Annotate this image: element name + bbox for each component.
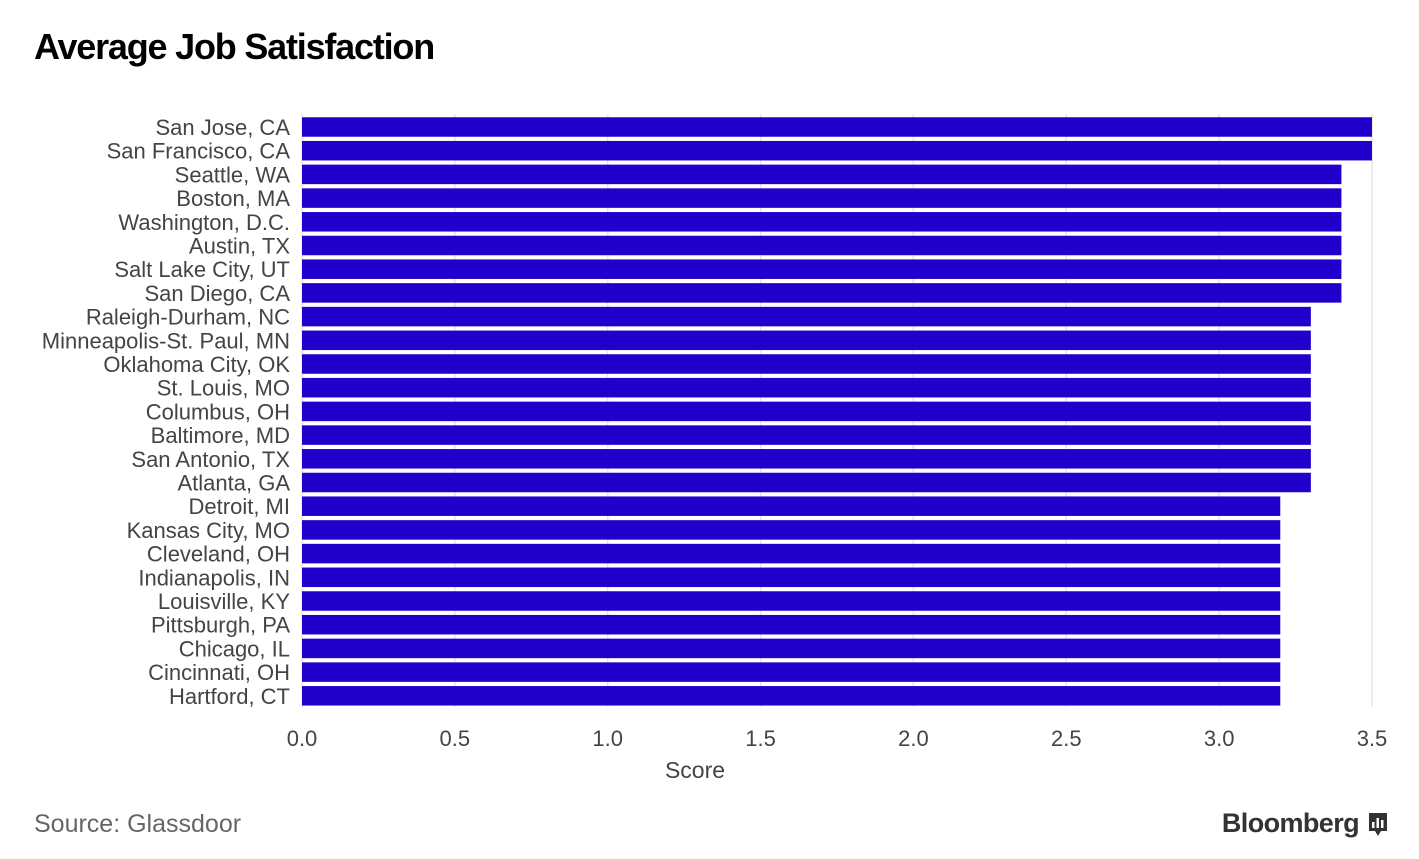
bars bbox=[302, 117, 1372, 706]
x-tick-label: 0.0 bbox=[287, 726, 318, 751]
bar bbox=[302, 662, 1281, 682]
category-label: Boston, MA bbox=[176, 186, 290, 211]
category-label: Hartford, CT bbox=[169, 684, 290, 709]
category-label: Cleveland, OH bbox=[147, 542, 290, 567]
bar bbox=[302, 235, 1342, 256]
category-label: Washington, D.C. bbox=[118, 210, 290, 235]
bar bbox=[302, 401, 1311, 422]
bar bbox=[302, 638, 1281, 659]
x-tick-label: 2.5 bbox=[1051, 726, 1082, 751]
bar bbox=[302, 496, 1281, 516]
bar bbox=[302, 330, 1311, 351]
x-tick-label: 3.5 bbox=[1357, 726, 1388, 751]
x-axis-ticks: 0.0 0.5 1.0 1.5 2.0 2.5 3.0 3.5 bbox=[287, 726, 1388, 751]
category-label: Atlanta, GA bbox=[177, 471, 290, 496]
category-label: Austin, TX bbox=[189, 234, 290, 259]
category-label: Kansas City, MO bbox=[127, 518, 290, 543]
bar bbox=[302, 543, 1281, 564]
bar bbox=[302, 472, 1311, 493]
category-label: Minneapolis-St. Paul, MN bbox=[42, 328, 290, 353]
category-label: Columbus, OH bbox=[146, 399, 290, 424]
category-label: Chicago, IL bbox=[179, 636, 290, 661]
category-label: Raleigh-Durham, NC bbox=[86, 305, 290, 330]
bar bbox=[302, 567, 1281, 588]
x-tick-label: 1.5 bbox=[745, 726, 776, 751]
category-label: San Diego, CA bbox=[144, 281, 290, 306]
bar bbox=[302, 212, 1342, 232]
category-label: Detroit, MI bbox=[189, 494, 290, 519]
bar bbox=[302, 164, 1342, 185]
category-label: Pittsburgh, PA bbox=[151, 613, 290, 638]
bar bbox=[302, 449, 1311, 469]
chart-title: Average Job Satisfaction bbox=[34, 26, 435, 67]
bar bbox=[302, 591, 1281, 611]
x-tick-label: 2.0 bbox=[898, 726, 929, 751]
x-tick-label: 1.0 bbox=[592, 726, 623, 751]
x-tick-label: 0.5 bbox=[440, 726, 471, 751]
category-label: Cincinnati, OH bbox=[148, 660, 290, 685]
bar bbox=[302, 686, 1281, 706]
category-label: Seattle, WA bbox=[175, 162, 291, 187]
bar bbox=[302, 188, 1342, 208]
category-label: Salt Lake City, UT bbox=[114, 257, 290, 282]
category-label: Louisville, KY bbox=[158, 589, 290, 614]
bar bbox=[302, 283, 1342, 303]
x-axis-label: Score bbox=[665, 757, 725, 783]
category-label: St. Louis, MO bbox=[157, 376, 290, 401]
bar bbox=[302, 614, 1281, 635]
brand: Bloomberg bbox=[1222, 808, 1389, 839]
category-label: Oklahoma City, OK bbox=[103, 352, 290, 377]
brand-name: Bloomberg bbox=[1221, 808, 1360, 838]
bar bbox=[302, 259, 1342, 279]
bar bbox=[302, 354, 1311, 374]
bloomberg-logo-icon bbox=[1369, 812, 1387, 836]
bar bbox=[302, 425, 1311, 445]
category-label: Baltimore, MD bbox=[151, 423, 290, 448]
x-tick-label: 3.0 bbox=[1204, 726, 1235, 751]
source-note: Source: Glassdoor bbox=[34, 810, 242, 838]
category-label: San Jose, CA bbox=[155, 115, 290, 140]
bar bbox=[302, 140, 1372, 161]
category-label: Indianapolis, IN bbox=[138, 565, 290, 590]
category-label: San Francisco, CA bbox=[107, 139, 291, 164]
bar bbox=[302, 117, 1372, 137]
bar bbox=[302, 306, 1311, 327]
bar bbox=[302, 520, 1281, 540]
category-label: San Antonio, TX bbox=[131, 447, 290, 472]
bar bbox=[302, 377, 1311, 398]
